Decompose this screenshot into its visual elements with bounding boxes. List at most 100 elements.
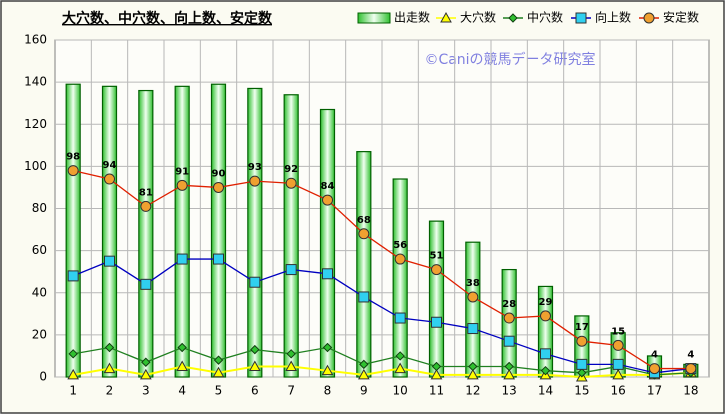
marker [139, 368, 152, 380]
x-tick-label: 15 [574, 384, 589, 398]
marker [431, 316, 442, 328]
legend: 出走数 大穴数 中穴数 向上数 安定数 [357, 10, 699, 25]
data-label: 29 [539, 297, 553, 308]
marker [540, 348, 551, 360]
data-label: 4 [687, 350, 694, 361]
marker [612, 339, 624, 351]
marker [576, 335, 588, 347]
marker [395, 351, 405, 361]
x-tick-label: 9 [360, 384, 368, 398]
marker [176, 179, 188, 191]
x-tick-label: 8 [324, 384, 332, 398]
marker [213, 253, 224, 265]
data-label: 93 [248, 162, 262, 173]
data-label: 56 [393, 240, 407, 251]
y-tick-label: 60 [32, 243, 47, 257]
bar [174, 85, 190, 378]
x-tick-label: 16 [611, 384, 626, 398]
marker [68, 349, 78, 359]
marker [467, 291, 479, 303]
marker [577, 368, 587, 378]
legend-marker [440, 11, 452, 23]
legend-label: 安定数 [663, 10, 699, 25]
series-line [73, 169, 691, 370]
data-label: 90 [212, 168, 226, 179]
marker [430, 368, 443, 380]
data-label: 98 [66, 152, 80, 163]
data-label: 28 [502, 299, 516, 310]
x-tick-label: 11 [429, 384, 444, 398]
data-label: 68 [357, 215, 371, 226]
legend-marker [643, 12, 655, 24]
data-label: 91 [175, 166, 189, 177]
marker [503, 312, 515, 324]
y-tick-label: 140 [24, 75, 47, 89]
x-tick-label: 10 [393, 384, 408, 398]
series-line [72, 258, 691, 374]
marker [466, 368, 479, 380]
bar [428, 220, 445, 378]
legend-label: 大穴数 [460, 10, 496, 25]
data-label: 17 [575, 322, 589, 333]
legend-swatch [357, 12, 391, 24]
bar [138, 89, 154, 378]
legend-label: 中穴数 [527, 10, 563, 25]
bar [65, 83, 81, 378]
y-tick-label: 160 [24, 33, 47, 47]
marker [141, 357, 151, 367]
marker [286, 349, 296, 359]
data-label: 4 [651, 350, 658, 361]
x-tick-label: 7 [287, 384, 295, 398]
y-tick-label: 120 [24, 117, 47, 131]
marker [103, 362, 116, 374]
marker [359, 359, 369, 370]
marker [540, 310, 551, 322]
marker [177, 342, 187, 353]
marker [322, 268, 333, 280]
bar [319, 108, 336, 378]
x-tick-label: 18 [683, 384, 698, 398]
marker [285, 360, 298, 371]
chart-title: 大穴数、中穴数、向上数、安定数 [62, 10, 273, 27]
marker [140, 200, 152, 212]
x-tick-label: 3 [142, 384, 150, 398]
y-tick-label: 40 [32, 285, 47, 299]
marker [504, 361, 514, 372]
marker [285, 177, 297, 189]
marker [67, 165, 79, 177]
marker [67, 270, 79, 282]
marker [540, 365, 551, 376]
y-tick-label: 100 [24, 159, 47, 173]
bar [247, 87, 263, 378]
marker [104, 173, 115, 185]
marker [285, 264, 297, 276]
marker [176, 253, 188, 265]
marker [213, 355, 224, 365]
marker [67, 368, 80, 380]
marker [468, 361, 478, 372]
x-tick-label: 2 [106, 384, 114, 398]
series-line [72, 365, 691, 379]
bar [465, 241, 481, 378]
marker [357, 368, 370, 380]
data-label: 51 [430, 251, 444, 262]
data-label: 38 [466, 278, 480, 289]
bar [356, 151, 372, 378]
marker [140, 278, 152, 290]
marker [322, 342, 333, 353]
data-label: 81 [139, 187, 153, 198]
legend-label: 出走数 [394, 10, 430, 25]
data-label: 84 [321, 181, 335, 192]
watermark: ©Caniの競馬データ研究室 [424, 51, 595, 68]
marker [212, 366, 225, 378]
bar [283, 94, 299, 378]
x-tick-label: 17 [647, 384, 662, 398]
y-tick-label: 80 [32, 201, 47, 215]
x-tick-label: 12 [465, 384, 480, 398]
marker [394, 362, 407, 374]
x-tick-label: 14 [538, 384, 553, 398]
y-tick-label: 20 [32, 327, 47, 341]
marker [248, 360, 261, 371]
marker [321, 364, 334, 376]
